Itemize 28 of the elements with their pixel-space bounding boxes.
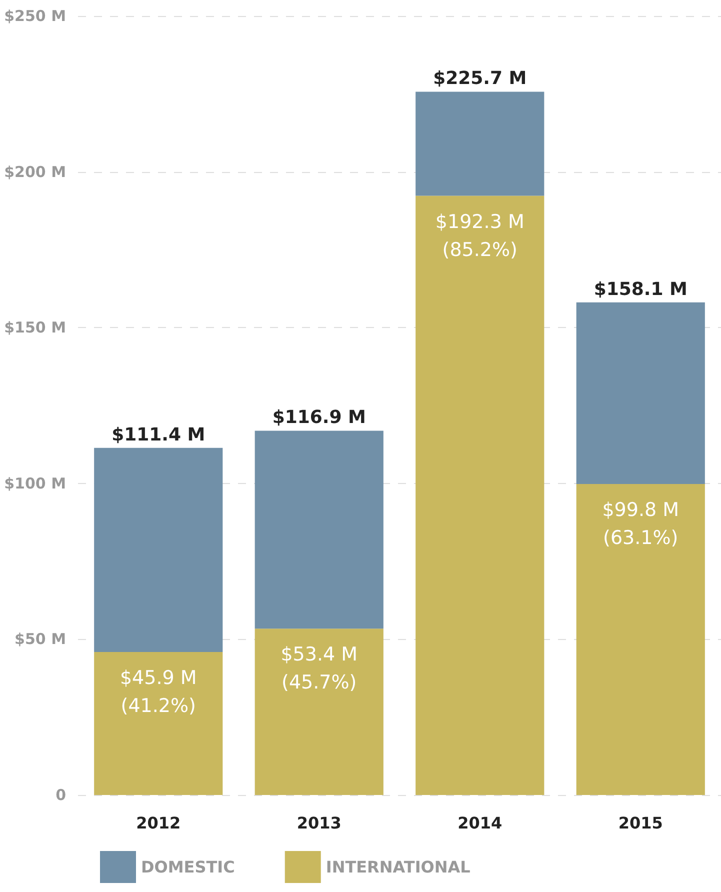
data-label: $192.3 M (85.2%) <box>435 210 524 261</box>
bar <box>254 430 384 629</box>
bar <box>94 448 223 652</box>
y-tick-label: $250 M <box>4 7 66 25</box>
x-tick-label: 2012 <box>136 814 181 832</box>
total-label: $116.9 M <box>272 407 366 428</box>
total-label: $158.1 M <box>594 278 688 300</box>
total-label: $111.4 M <box>112 424 206 446</box>
bar <box>576 484 705 795</box>
y-tick-label: $100 M <box>4 474 66 492</box>
bar <box>416 92 544 196</box>
legend-label: DOMESTIC <box>141 858 235 876</box>
y-tick-label: 0 <box>56 786 66 804</box>
bar <box>416 196 544 795</box>
x-tick-label: 2015 <box>618 814 663 832</box>
data-label: $45.9 M (41.2%) <box>120 666 197 717</box>
x-tick-label: 2014 <box>458 814 502 832</box>
bar <box>94 652 223 795</box>
y-tick-label: $50 M <box>14 630 66 648</box>
total-label: $225.7 M <box>433 68 527 90</box>
x-tick-label: 2013 <box>296 814 342 832</box>
data-label: $99.8 M (63.1%) <box>602 499 680 550</box>
y-tick-label: $200 M <box>4 162 66 181</box>
legend-label: INTERNATIONAL <box>326 858 470 876</box>
data-label: $53.4 M (45.7%) <box>280 644 358 694</box>
bar <box>254 628 384 795</box>
y-tick-label: $150 M <box>4 318 66 337</box>
bar <box>576 302 705 484</box>
